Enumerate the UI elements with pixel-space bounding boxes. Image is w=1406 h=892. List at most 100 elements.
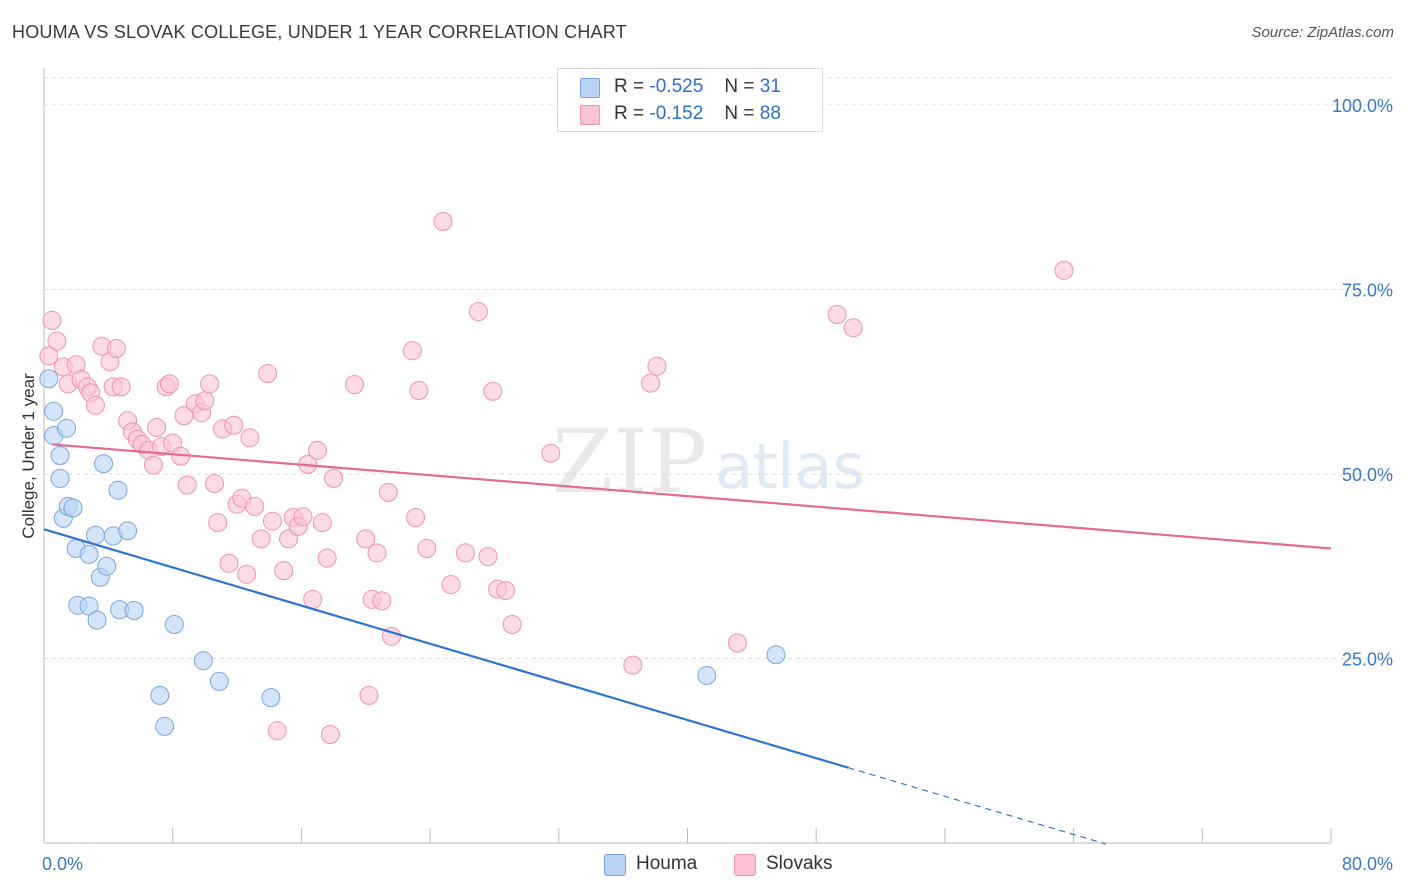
houma-point	[108, 480, 128, 500]
slovak-point	[367, 543, 387, 563]
slovak-point	[143, 455, 163, 475]
slovak-point	[433, 212, 453, 232]
slovak-point	[303, 589, 323, 609]
slovak-point	[39, 346, 59, 366]
houma-point	[39, 369, 59, 389]
houma-point	[193, 651, 213, 671]
slovak-point	[417, 539, 437, 558]
slovak-point	[307, 440, 327, 460]
slovak-point	[240, 428, 260, 448]
slovak-point	[251, 529, 271, 549]
chart-title: HOUMA VS SLOVAK COLLEGE, UNDER 1 YEAR CO…	[12, 22, 627, 42]
slovak-point	[324, 468, 344, 488]
slovak-point	[372, 591, 392, 611]
slovak-point	[159, 374, 179, 394]
slovak-point	[42, 310, 62, 330]
watermark-atlas: atlas	[715, 430, 865, 503]
houma-point	[44, 401, 64, 421]
slovak-point	[279, 529, 299, 549]
slovak-point	[262, 511, 282, 531]
slovak-point	[356, 529, 376, 549]
slovak-point	[317, 548, 337, 568]
houma-point	[50, 446, 70, 465]
slovak-point	[208, 513, 228, 533]
slovak-point	[409, 381, 429, 401]
trend-layer	[43, 443, 1332, 845]
slovak-point	[174, 406, 194, 426]
slovak-point	[496, 581, 516, 601]
houma-point	[79, 544, 99, 564]
slovak-point	[502, 615, 522, 635]
slovak-point	[478, 547, 498, 567]
slovak-point	[177, 475, 197, 495]
legend-r-label-slovaks: R =	[614, 103, 645, 124]
x-tick-label: 0.0%	[42, 854, 83, 874]
houma-point	[155, 716, 175, 736]
slovak-point	[402, 341, 422, 361]
legend-r-value-slovaks: -0.152	[649, 103, 704, 124]
slovak-point	[224, 415, 244, 435]
slovak-point	[827, 305, 847, 325]
houma-point	[164, 615, 184, 635]
legend-swatch-houma	[580, 78, 600, 98]
bottom-legend-swatch-slovaks	[734, 854, 756, 876]
houma-point	[63, 498, 83, 518]
axis-layer	[43, 68, 1332, 844]
slovak-point	[441, 575, 461, 595]
legend-swatch-slovaks	[580, 105, 600, 125]
watermark-zip: ZIP	[552, 410, 707, 513]
slovak-point	[47, 331, 67, 351]
slovak-point	[727, 633, 747, 653]
legend-n-label-houma: N =	[724, 76, 755, 97]
slovak-point	[106, 338, 126, 358]
houma-point	[85, 525, 105, 545]
houma-point	[87, 610, 107, 630]
slovak-point	[312, 513, 332, 533]
houma-point	[150, 685, 170, 705]
slovak-point	[455, 543, 475, 563]
y-tick-label: 25.0%	[1342, 649, 1393, 669]
slovak-point	[258, 364, 278, 384]
x-tick-label: 80.0%	[1342, 854, 1393, 874]
source-label: Source: ZipAtlas.com	[1251, 24, 1394, 41]
slovak-point	[111, 377, 131, 397]
houma-point	[766, 645, 786, 665]
watermark: ZIP atlas	[552, 410, 865, 513]
y-tick-label: 100.0%	[1332, 96, 1393, 116]
legend-text-slovaks: R = -0.152 N = 88	[614, 103, 781, 125]
slovak-point	[274, 561, 294, 581]
slovak-point	[623, 655, 643, 675]
slovak-point	[320, 725, 340, 744]
houma-point	[261, 688, 281, 708]
slovak-point	[267, 721, 287, 741]
houma-point	[94, 454, 114, 474]
slovak-point	[344, 375, 364, 395]
y-tick-label: 75.0%	[1342, 280, 1393, 300]
y-axis-label: College, Under 1 year	[19, 373, 38, 539]
bottom-legend-swatch-houma	[604, 854, 626, 876]
houma-point	[697, 665, 717, 685]
slovak-point	[293, 507, 313, 527]
legend-n-label-slovaks: N =	[724, 103, 755, 124]
slovak-point	[147, 417, 167, 437]
slovak-point	[359, 685, 379, 705]
houma-point	[209, 671, 229, 691]
houma-trendline	[43, 528, 849, 769]
slovak-point	[483, 381, 503, 401]
houma-point	[124, 601, 144, 620]
legend-r-label-houma: R =	[614, 76, 645, 97]
slovak-point	[541, 443, 561, 463]
slovak-point	[1054, 260, 1074, 280]
slovak-point	[219, 553, 239, 573]
slovak-point	[640, 373, 660, 393]
slovak-point	[378, 482, 398, 502]
slovak-point	[205, 474, 225, 494]
bottom-legend-label-houma: Houma	[636, 853, 698, 874]
legend-text-houma: R = -0.525 N = 31	[614, 76, 781, 98]
legend-n-value-slovaks: 88	[759, 103, 781, 124]
bottom-legend-label-slovaks: Slovaks	[766, 853, 833, 874]
slovak-trendline	[51, 443, 1332, 550]
slovak-point	[406, 508, 426, 527]
slovak-point	[647, 356, 667, 376]
